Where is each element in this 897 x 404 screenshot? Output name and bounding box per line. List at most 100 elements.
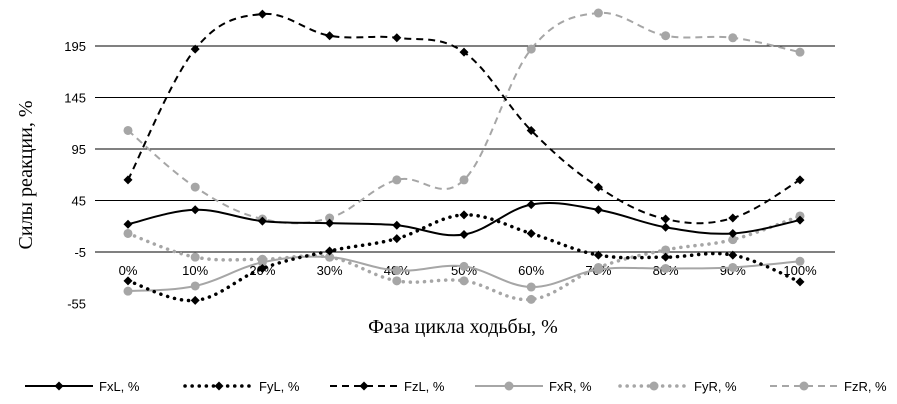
data-point bbox=[526, 44, 536, 54]
data-point bbox=[593, 182, 603, 192]
data-point bbox=[257, 263, 267, 273]
legend-item: FyL, % bbox=[183, 379, 300, 394]
data-point bbox=[190, 281, 200, 291]
data-point bbox=[190, 205, 200, 215]
data-point bbox=[661, 31, 671, 41]
data-point bbox=[257, 216, 267, 226]
data-point bbox=[123, 175, 133, 185]
y-tick-label: 145 bbox=[64, 91, 86, 106]
data-point bbox=[526, 294, 536, 304]
legend-label: FyR, % bbox=[694, 379, 737, 394]
data-point bbox=[795, 175, 805, 185]
data-point bbox=[190, 182, 200, 192]
x-tick-label: 10% bbox=[182, 263, 208, 278]
x-tick-label: 0% bbox=[119, 263, 138, 278]
data-point bbox=[325, 246, 335, 256]
series-lines bbox=[123, 8, 805, 305]
data-point bbox=[593, 262, 603, 272]
data-point bbox=[728, 213, 738, 223]
data-point bbox=[392, 220, 402, 230]
data-point bbox=[593, 8, 603, 18]
data-point bbox=[325, 213, 335, 223]
y-axis-title: Силы реакции, % bbox=[15, 101, 37, 250]
data-point bbox=[123, 219, 133, 229]
legend-swatch-marker bbox=[504, 381, 514, 391]
data-point bbox=[459, 276, 469, 286]
data-point bbox=[392, 33, 402, 43]
legend-label: FyL, % bbox=[259, 379, 300, 394]
legend-item: FxL, % bbox=[25, 379, 140, 394]
legend-swatch-marker bbox=[214, 381, 224, 391]
data-point bbox=[593, 205, 603, 215]
data-point bbox=[392, 266, 402, 276]
data-point bbox=[459, 175, 469, 185]
data-point bbox=[661, 222, 671, 232]
data-point bbox=[459, 210, 469, 220]
data-point bbox=[728, 33, 738, 43]
data-point bbox=[728, 262, 738, 272]
data-point bbox=[392, 175, 402, 185]
data-point bbox=[392, 234, 402, 244]
data-point bbox=[459, 47, 469, 57]
data-point bbox=[325, 218, 335, 228]
data-point bbox=[661, 214, 671, 224]
legend: FxL, % FyL, % FzL, % FxR, % FyR, % FzR, % bbox=[25, 379, 887, 394]
legend-label: FzR, % bbox=[844, 379, 887, 394]
data-point bbox=[728, 250, 738, 260]
data-point bbox=[123, 228, 133, 238]
y-tick-label: 95 bbox=[72, 142, 86, 157]
x-tick-label: 60% bbox=[518, 263, 544, 278]
data-point bbox=[257, 9, 267, 19]
series-fyr bbox=[123, 211, 805, 304]
y-tick-label: -5 bbox=[74, 245, 86, 260]
data-point bbox=[190, 252, 200, 262]
legend-label: FxR, % bbox=[549, 379, 592, 394]
data-point bbox=[795, 256, 805, 266]
legend-label: FxL, % bbox=[99, 379, 140, 394]
legend-swatch-marker bbox=[649, 381, 659, 391]
legend-item: FxR, % bbox=[475, 379, 592, 394]
data-point bbox=[661, 245, 671, 255]
data-point bbox=[526, 125, 536, 135]
data-point bbox=[728, 228, 738, 238]
legend-swatch-marker bbox=[799, 381, 809, 391]
data-point bbox=[526, 228, 536, 238]
legend-label: FzL, % bbox=[404, 379, 445, 394]
legend-item: FzL, % bbox=[330, 379, 445, 394]
series-line bbox=[126, 213, 802, 303]
x-tick-label: 30% bbox=[317, 263, 343, 278]
y-tick-label: -55 bbox=[67, 297, 86, 312]
data-point bbox=[459, 261, 469, 271]
data-point bbox=[661, 252, 671, 262]
data-point bbox=[795, 277, 805, 287]
data-point bbox=[123, 286, 133, 296]
legend-swatch-marker bbox=[359, 381, 369, 391]
data-point bbox=[795, 215, 805, 225]
legend-item: FzR, % bbox=[770, 379, 887, 394]
data-point bbox=[190, 44, 200, 54]
data-point bbox=[459, 229, 469, 239]
y-tick-label: 45 bbox=[72, 194, 86, 209]
y-tick-labels: -55 -5 45 95 145 195 bbox=[64, 39, 86, 312]
data-point bbox=[526, 200, 536, 210]
data-point bbox=[526, 282, 536, 292]
data-point bbox=[661, 263, 671, 273]
data-point bbox=[123, 125, 133, 135]
series-fxl bbox=[123, 200, 805, 239]
y-tick-label: 195 bbox=[64, 39, 86, 54]
legend-item: FyR, % bbox=[618, 379, 737, 394]
data-point bbox=[325, 252, 335, 262]
data-point bbox=[257, 254, 267, 264]
series-line bbox=[127, 12, 801, 225]
data-point bbox=[190, 295, 200, 305]
x-axis-title: Фаза цикла ходьбы, % bbox=[368, 316, 558, 338]
data-point bbox=[728, 235, 738, 245]
series-fyl bbox=[123, 210, 805, 305]
legend-swatch-marker bbox=[54, 381, 64, 391]
data-point bbox=[392, 276, 402, 286]
data-point bbox=[593, 250, 603, 260]
data-point bbox=[123, 276, 133, 286]
series-fzr bbox=[123, 8, 805, 225]
series-line bbox=[127, 13, 801, 225]
